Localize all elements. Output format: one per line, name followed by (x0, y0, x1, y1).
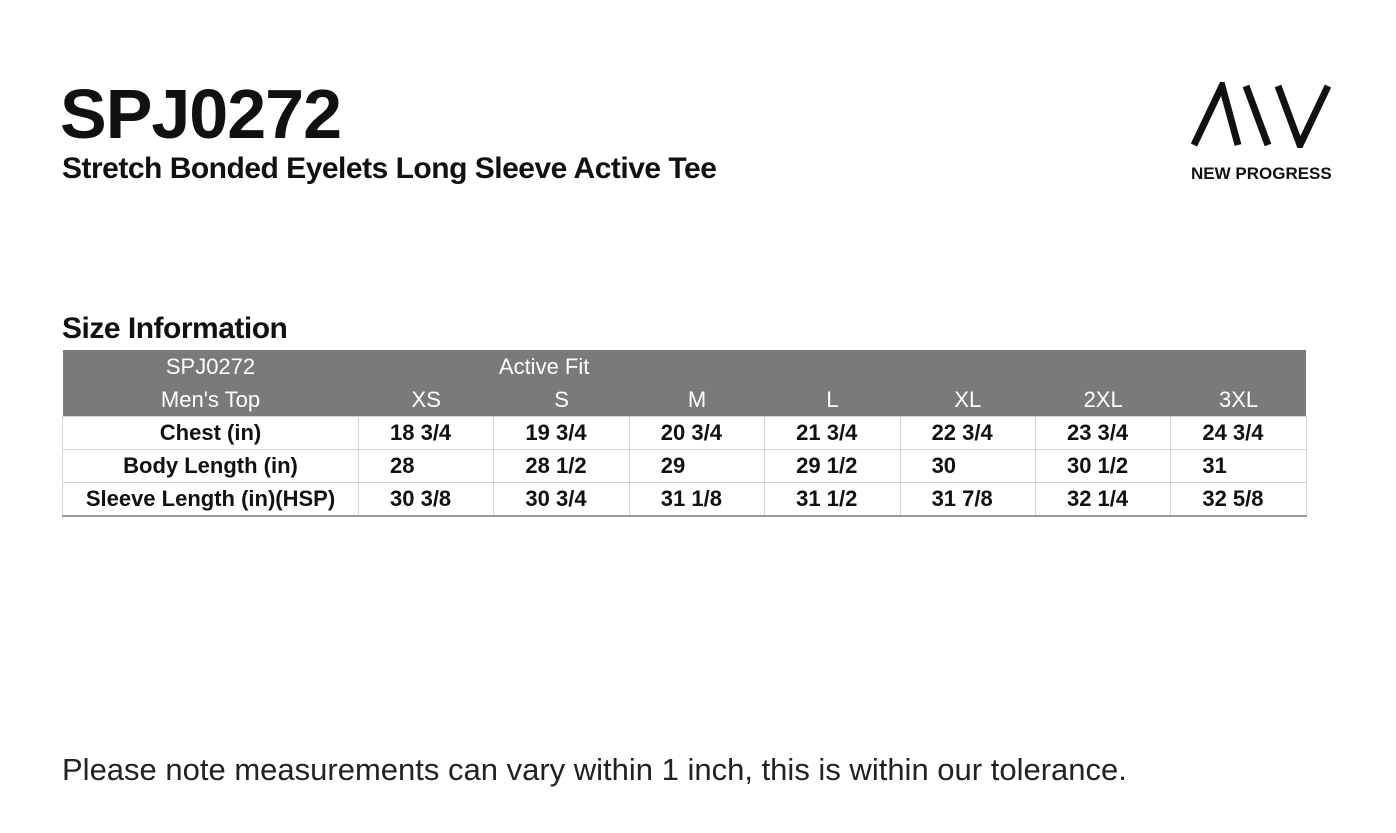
cell: 29 1/2 (764, 449, 901, 483)
row-label: Sleeve Length (in)(HSP) (62, 482, 359, 517)
cell: 31 1/8 (628, 482, 766, 517)
cell: 18 3/4 (357, 416, 495, 450)
fit-cell: Active Fit (493, 350, 630, 383)
section-title: Size Information (62, 312, 288, 345)
size-table: SPJ0272 Active Fit Men's Top XS S M L XL 2XL 3XL C… (62, 350, 1307, 517)
logo-mark (1190, 82, 1332, 148)
data-row: Chest (in) 18 3/4 19 3/4 20 3/4 21 3/4 22 3/4… (62, 416, 1307, 450)
subtitle: Stretch Bonded Eyelets Long Sleeve Activ… (62, 152, 717, 185)
size-header: S (493, 383, 630, 417)
row-label: Body Length (in) (62, 449, 359, 483)
header-cell (764, 350, 901, 383)
data-row: Sleeve Length (in)(HSP) 30 3/8 30 3/4 31 1/… (62, 482, 1307, 517)
cell: 24 3/4 (1170, 416, 1307, 450)
cell: 28 1/2 (493, 449, 630, 483)
header-cell (900, 350, 1036, 383)
logo-text: NEW PROGRESS (1191, 164, 1332, 183)
cell: 31 1/2 (764, 482, 901, 517)
cell: 23 3/4 (1034, 416, 1172, 450)
cell: 22 3/4 (899, 416, 1036, 450)
header-cell (629, 350, 765, 383)
header-row: SPJ0272 Active Fit (62, 350, 1307, 383)
header-row: Men's Top XS S M L XL 2XL 3XL (62, 383, 1307, 417)
header-cell (1170, 350, 1307, 383)
size-header: XS (358, 383, 494, 417)
model-cell: SPJ0272 (62, 350, 359, 383)
cell: 29 (628, 449, 766, 483)
size-header: 2XL (1035, 383, 1171, 417)
title: SPJ0272 (60, 75, 342, 153)
cell: 20 3/4 (628, 416, 766, 450)
cell: 19 3/4 (493, 416, 630, 450)
row-label: Chest (in) (62, 416, 359, 450)
cell: 28 (357, 449, 495, 483)
size-header: XL (900, 383, 1036, 417)
cell: 30 (899, 449, 1036, 483)
cell: 30 1/2 (1034, 449, 1172, 483)
cell: 31 (1170, 449, 1307, 483)
header-cell (1035, 350, 1171, 383)
cell: 30 3/4 (493, 482, 630, 517)
size-header: L (764, 383, 901, 417)
cell: 30 3/8 (357, 482, 495, 517)
column-header: Men's Top (62, 383, 359, 417)
data-row: Body Length (in) 28 28 1/2 29 29 1/2 30 30 1/2… (62, 449, 1307, 483)
note: Please note measurements can vary within… (62, 752, 1127, 787)
cell: 21 3/4 (764, 416, 901, 450)
cell: 31 7/8 (899, 482, 1036, 517)
cell: 32 5/8 (1170, 482, 1307, 517)
cell: 32 1/4 (1034, 482, 1172, 517)
header-cell (358, 350, 494, 383)
size-header: M (629, 383, 765, 417)
size-header: 3XL (1170, 383, 1307, 417)
